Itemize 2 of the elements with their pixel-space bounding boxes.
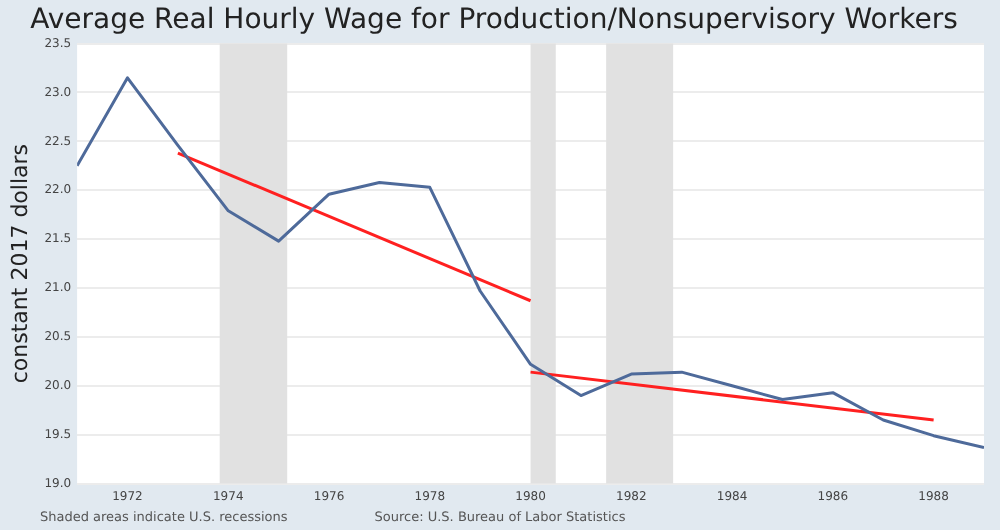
chart-title: Average Real Hourly Wage for Production/Nonsupervisory Workers <box>30 4 958 37</box>
y-axis-title: constant 2017 dollars <box>6 143 33 384</box>
